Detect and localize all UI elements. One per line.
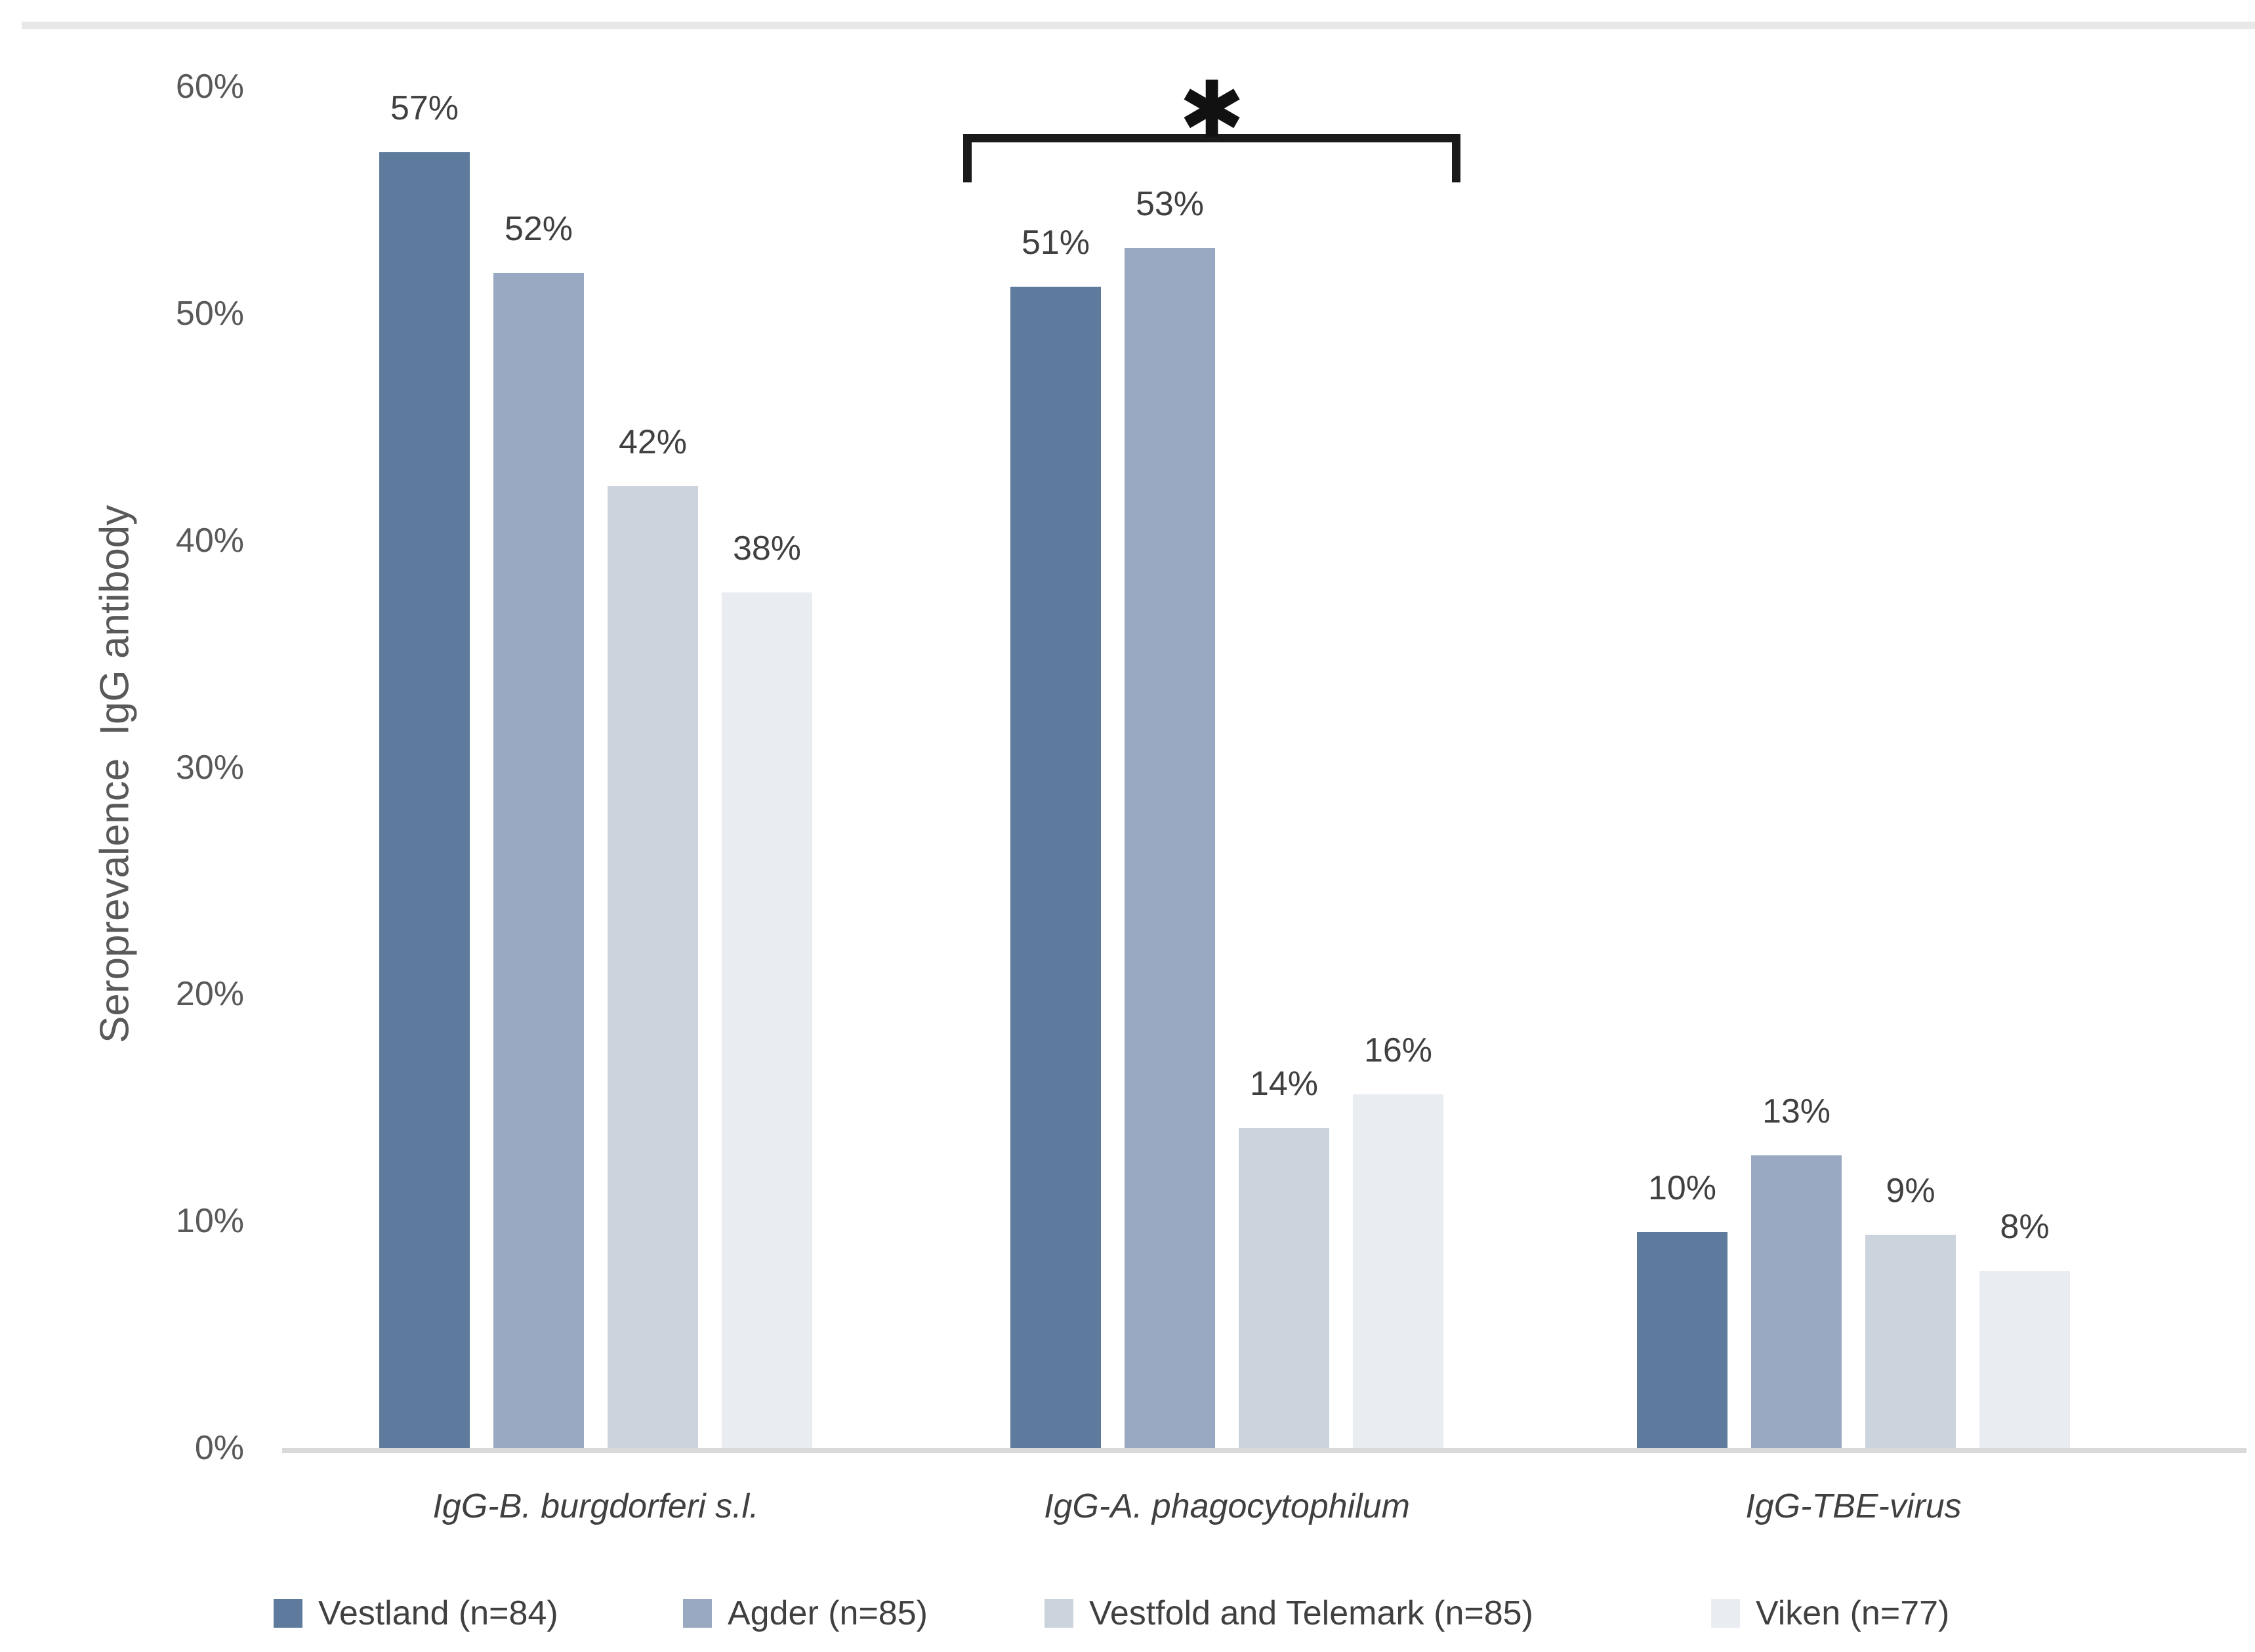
bar [1865,1235,1956,1448]
bar-value-label: 9% [1886,1172,1935,1210]
legend-item: Viken (n=77) [1711,1594,1950,1632]
bar-value-label: 57% [390,89,459,127]
bar-value-label: 16% [1363,1031,1433,1069]
legend-swatch-icon [1045,1599,1073,1628]
legend-item: Vestland (n=84) [274,1594,558,1632]
bar [722,592,812,1448]
bar [1637,1232,1727,1448]
bar [493,273,584,1448]
y-tick-label: 50% [175,295,244,333]
y-tick-label: 60% [175,68,244,106]
legend-label: Agder (n=85) [728,1594,928,1632]
chart-top-border [22,22,2255,29]
y-tick-label: 30% [175,749,244,787]
legend-label: Vestfold and Telemark (n=85) [1089,1594,1533,1632]
legend-swatch-icon [1711,1599,1740,1628]
y-tick-label: 40% [175,522,244,560]
legend: Vestland (n=84) Agder (n=85) Vestfold and … [0,1594,2255,1632]
bar [379,152,470,1448]
bar-value-label: 10% [1647,1169,1717,1207]
bar [1751,1155,1842,1448]
legend-swatch-icon [683,1599,712,1628]
bar-value-label: 13% [1762,1092,1831,1130]
category-label: IgG-B. burgdorferi s.l. [432,1487,759,1525]
legend-label: Viken (n=77) [1756,1594,1950,1632]
y-tick-label: 0% [194,1429,244,1467]
bar [1010,287,1101,1448]
legend-item: Vestfold and Telemark (n=85) [1045,1594,1533,1632]
bar [1239,1128,1329,1448]
bar-value-label: 42% [618,423,688,461]
bar [1353,1094,1443,1448]
bracket-top-line [963,134,1460,142]
bar [1979,1271,2070,1448]
bar-value-label: 14% [1249,1065,1319,1103]
bracket-right-leg [1452,134,1460,182]
category-label: IgG-A. phagocytophilum [1044,1487,1410,1525]
y-tick-label: 10% [175,1202,244,1240]
bar-value-label: 51% [1021,224,1090,262]
y-tick-label: 20% [175,975,244,1013]
significance-asterisk-icon: ✱ [1178,66,1245,154]
x-axis-line [282,1448,2246,1453]
legend-label: Vestland (n=84) [318,1594,558,1632]
legend-swatch-icon [274,1599,302,1628]
bar-value-label: 53% [1135,185,1205,223]
bar-value-label: 38% [732,529,802,568]
category-label: IgG-TBE-virus [1745,1487,1962,1525]
bracket-left-leg [963,134,972,182]
legend-item: Agder (n=85) [683,1594,928,1632]
bar-value-label: 8% [2000,1208,2050,1246]
bar [608,486,698,1448]
bar [1125,248,1215,1448]
bar-value-label: 52% [504,210,573,248]
